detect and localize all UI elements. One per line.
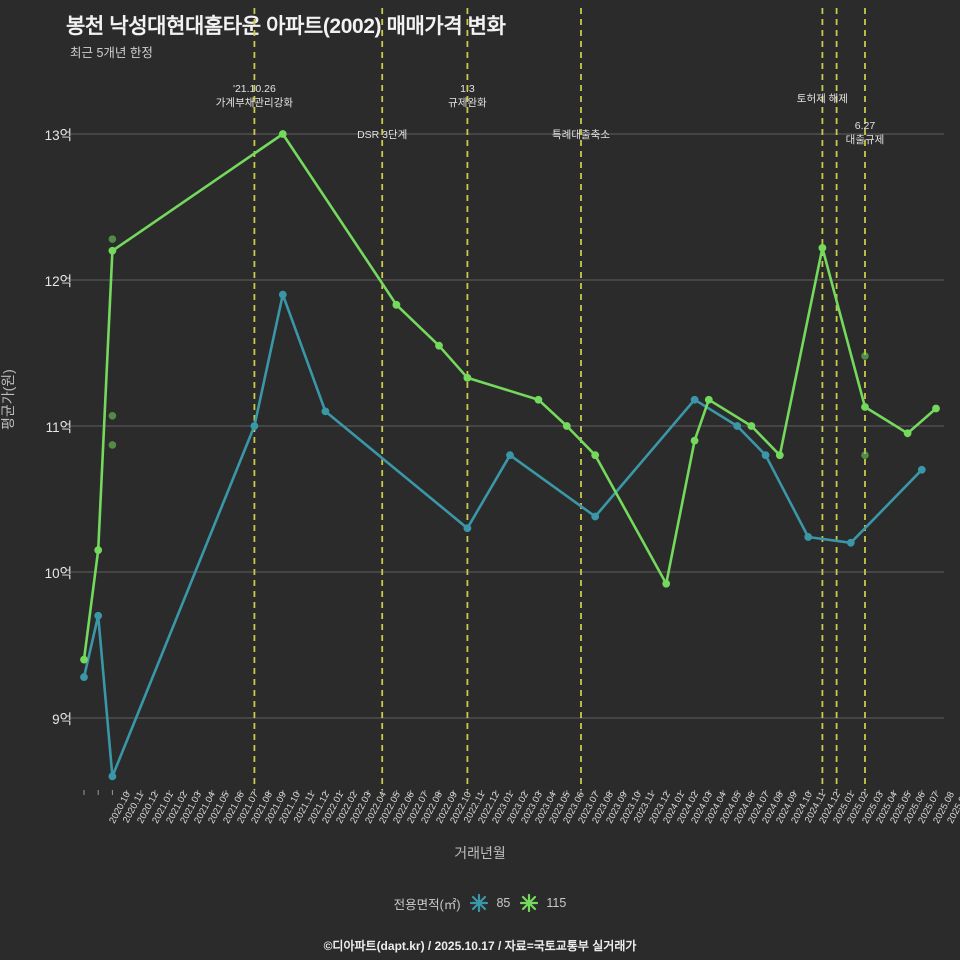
- data-point-115[interactable]: [392, 300, 401, 309]
- legend-item-115[interactable]: 115: [519, 893, 566, 913]
- data-point-115[interactable]: [534, 395, 543, 404]
- annotation-line-text: DSR 3단계: [357, 129, 408, 141]
- scatter-point[interactable]: [108, 441, 117, 449]
- data-point-115[interactable]: [775, 451, 784, 460]
- annotation-line-text: '21.10.26: [232, 83, 276, 95]
- x-axis-labels: 2020.10 2020.11 2020.12 2021.01 2021.02 2021.…: [78, 790, 960, 850]
- data-point-115[interactable]: [94, 546, 103, 555]
- annotation-label: 6.27 대출규제: [846, 119, 885, 147]
- scatter-point[interactable]: [108, 411, 117, 420]
- data-point-115[interactable]: [435, 341, 443, 350]
- y-tick-label: 12억: [44, 274, 72, 289]
- data-point-115[interactable]: [861, 403, 869, 411]
- data-point-115[interactable]: [591, 451, 600, 460]
- data-point-85[interactable]: [463, 524, 472, 533]
- annotation-line-text: 규제완화: [448, 97, 487, 109]
- scatter-point[interactable]: [861, 451, 869, 460]
- annotation-line-text: 가계부채관리강화: [215, 97, 294, 109]
- data-point-85[interactable]: [846, 538, 855, 547]
- plot-area: [68, 8, 944, 795]
- star-marker-icon: [520, 893, 539, 913]
- series-line-85: [82, 293, 924, 778]
- annotation-label: 1.3 규제완화: [448, 82, 487, 110]
- y-tick-label: 13억: [44, 128, 72, 143]
- data-point-115[interactable]: [463, 373, 472, 382]
- page-title: 봉천 낙성대현대홈타운 아파트(2002) 매매가격 변화: [66, 15, 506, 38]
- data-point-85[interactable]: [733, 422, 742, 430]
- y-axis-labels: 13억 12억 11억 10억 9억: [0, 70, 72, 790]
- annotation-label: 토허제 해제: [797, 92, 848, 106]
- chart-legend: 전용면적(㎡) 85 115: [0, 893, 960, 913]
- data-point-85[interactable]: [506, 451, 514, 460]
- data-point-115[interactable]: [903, 429, 912, 438]
- legend-item-label: 85: [496, 896, 511, 910]
- annotation-label: '21.10.26 가계부채관리강화: [216, 82, 293, 110]
- data-point-85[interactable]: [591, 512, 600, 521]
- y-tick-label: 11억: [45, 420, 72, 435]
- data-point-85[interactable]: [804, 533, 813, 541]
- data-point-115[interactable]: [562, 422, 571, 430]
- data-point-115[interactable]: [108, 246, 117, 255]
- chart-canvas: [68, 8, 944, 795]
- data-point-85[interactable]: [250, 422, 259, 430]
- data-point-85[interactable]: [321, 407, 330, 416]
- data-point-85[interactable]: [917, 465, 926, 474]
- data-point-115[interactable]: [80, 655, 88, 664]
- y-tick-label: 10억: [44, 566, 72, 581]
- annotation-line-text: 특례대출축소: [552, 129, 610, 141]
- data-point-85[interactable]: [80, 673, 88, 682]
- data-point-115[interactable]: [818, 243, 827, 252]
- data-point-115[interactable]: [690, 436, 699, 445]
- annotation-label: 특례대출축소: [552, 128, 610, 142]
- footer-credit: ©디아파트(dapt.kr) / 2025.10.17 / 자료=국토교통부 실…: [323, 939, 637, 953]
- data-point-85[interactable]: [278, 290, 287, 299]
- y-tick-label: 9억: [52, 712, 72, 727]
- annotation-label: DSR 3단계: [357, 128, 407, 142]
- annotation-line-text: 토허제 해제: [796, 93, 848, 105]
- data-point-115[interactable]: [747, 422, 756, 430]
- y-axis-title: 평균가(원): [0, 369, 16, 430]
- star-marker-icon: [470, 893, 489, 913]
- data-point-115[interactable]: [704, 395, 713, 404]
- scatter-point[interactable]: [108, 235, 117, 243]
- data-point-115[interactable]: [932, 404, 940, 413]
- annotation-line-text: 6.27: [854, 120, 876, 132]
- annotation-line-text: 1.3: [460, 83, 475, 95]
- legend-title: 전용면적(㎡): [393, 897, 461, 912]
- data-point-85[interactable]: [108, 772, 117, 781]
- legend-item-85[interactable]: 85: [469, 893, 510, 913]
- page-subtitle: 최근 5개년 한정: [70, 46, 153, 60]
- scatter-point[interactable]: [861, 352, 869, 360]
- data-point-85[interactable]: [761, 451, 770, 460]
- annotation-line-text: 대출규제: [845, 134, 885, 146]
- data-point-85[interactable]: [690, 395, 699, 404]
- data-point-85[interactable]: [94, 611, 103, 620]
- data-point-115[interactable]: [278, 130, 287, 138]
- x-axis-title: 거래년월: [454, 845, 506, 861]
- legend-item-label: 115: [546, 896, 567, 910]
- data-point-115[interactable]: [662, 579, 671, 588]
- series-line-115: [82, 132, 938, 661]
